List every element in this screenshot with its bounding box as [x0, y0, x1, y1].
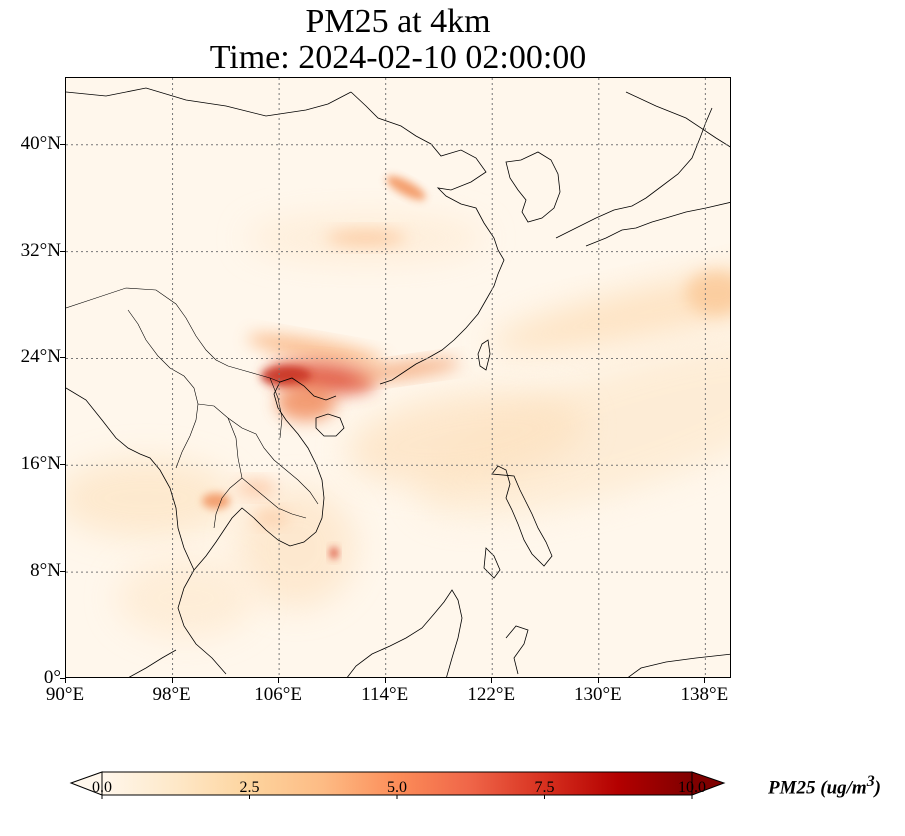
colorbar-gradient — [102, 772, 692, 795]
lat-tick-label: 8°N — [30, 560, 61, 582]
plume-tonkin-gulf — [276, 385, 336, 421]
lon-tick-label: 98°E — [152, 684, 191, 705]
coastline-hainan — [315, 413, 345, 437]
lat-tick-label: 24°N — [20, 346, 61, 368]
coastline-new-guinea — [628, 653, 730, 677]
country-borders — [66, 287, 319, 529]
plume-guangdong — [351, 358, 461, 382]
gridlines — [66, 78, 730, 677]
colorbar-tick-label: 5.0 — [387, 779, 407, 796]
lat-tick-mark — [60, 250, 65, 252]
background-haze — [66, 213, 730, 638]
plume-central-china — [247, 334, 385, 366]
coastlines — [66, 87, 730, 677]
coastline-okhotsk — [625, 91, 730, 148]
lon-tick-mark — [171, 678, 173, 683]
coastline-taiwan — [477, 339, 491, 371]
coastline-sulawesi — [505, 625, 529, 675]
colorbar-tick-label: 10.0 — [678, 779, 706, 796]
coastline-vietnam — [273, 377, 337, 547]
map-frame — [65, 77, 731, 678]
coastline-russia — [66, 87, 352, 117]
plume-tonkin-core — [261, 366, 311, 386]
plume-south-china-sea — [330, 547, 338, 559]
colorbar-label: PM25 (ug/m3) — [768, 773, 881, 799]
lon-tick-mark — [65, 678, 66, 683]
plume-north-china — [326, 230, 406, 246]
colorbar-tick-label: 0.0 — [92, 779, 112, 796]
lat-tick-mark — [60, 143, 65, 145]
coastline-korea — [505, 151, 561, 223]
lon-tick-label: 122°E — [467, 684, 516, 705]
coastline-china-east — [350, 91, 505, 385]
plume-shanxi — [386, 175, 426, 201]
lon-tick-label: 138°E — [680, 684, 729, 705]
coastline-japan — [555, 107, 730, 247]
lon-tick-label: 106°E — [254, 684, 302, 705]
lon-tick-mark — [704, 678, 706, 683]
plume-cambodia — [253, 510, 289, 526]
lat-tick-mark — [60, 357, 65, 359]
lon-tick-label: 114°E — [361, 684, 409, 705]
lat-tick-mark — [60, 678, 65, 679]
lat-tick-label: 0° — [43, 667, 61, 688]
coastline-gulf-thailand — [177, 507, 279, 675]
colorbar-tick-label: 2.5 — [239, 779, 260, 796]
lon-tick-mark — [278, 678, 280, 683]
lat-tick-label: 40°N — [20, 132, 61, 154]
lon-tick-mark — [384, 678, 386, 683]
lon-tick-label: 90°E — [45, 684, 85, 705]
lat-tick-mark — [60, 571, 65, 573]
map-time-subtitle: Time: 2024-02-10 02:00:00 — [209, 39, 587, 76]
plume-thailand — [202, 493, 230, 509]
lat-tick-label: 16°N — [20, 453, 61, 475]
colorbar — [69, 771, 726, 799]
lon-tick-mark — [597, 678, 599, 683]
plume-laos — [236, 480, 276, 496]
lat-tick-mark — [60, 464, 65, 466]
coastline-sumatra — [128, 649, 177, 677]
lon-tick-mark — [491, 678, 493, 683]
lon-tick-label: 130°E — [573, 684, 622, 705]
pm25-map — [66, 78, 730, 677]
coastline-myanmar — [66, 387, 195, 571]
coastline-borneo — [347, 589, 463, 677]
lat-tick-label: 32°N — [20, 239, 61, 261]
map-title: PM25 at 4km — [305, 3, 491, 40]
colorbar-tick-label: 7.5 — [534, 779, 555, 796]
